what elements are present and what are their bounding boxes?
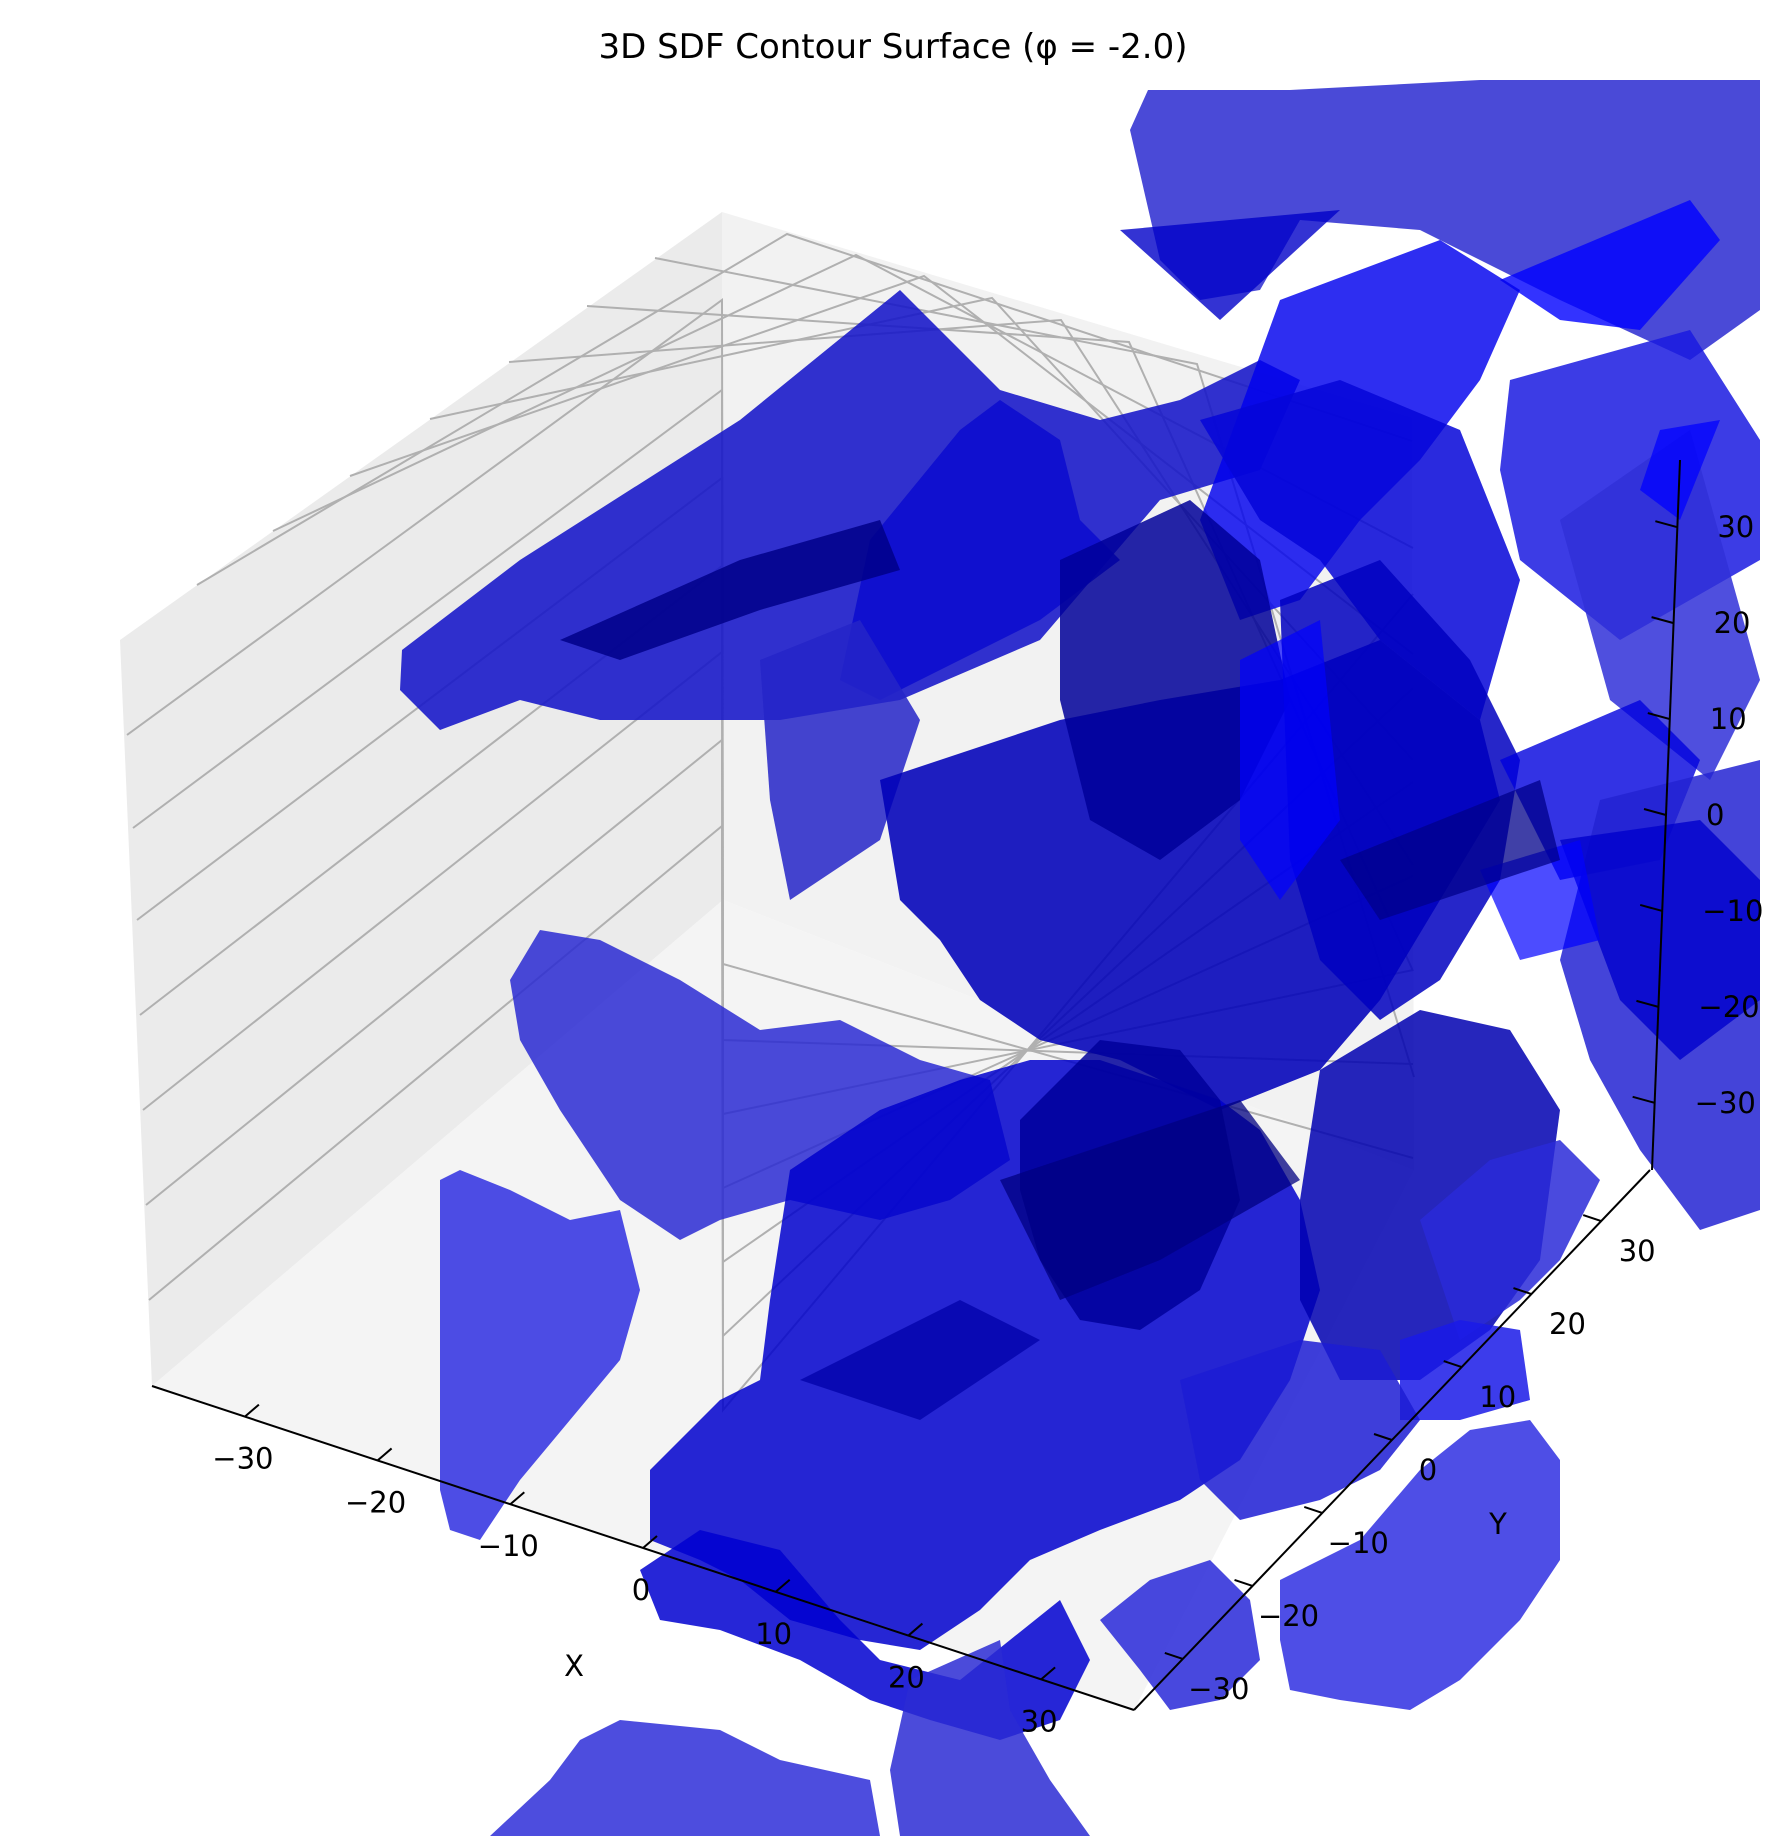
x-axis-label: X	[564, 1649, 584, 1683]
y-tick-label: −20	[1258, 1599, 1319, 1633]
z-tick-label: 0	[1706, 798, 1724, 832]
surface-patch	[1500, 200, 1720, 330]
z-tick-mark	[1647, 712, 1671, 721]
y-tick-mark	[1513, 1287, 1532, 1296]
surface-patch	[1280, 560, 1520, 1020]
z-tick-mark	[1651, 616, 1674, 625]
x-tick-label: 0	[632, 1573, 650, 1607]
y-tick-label: −10	[1328, 1526, 1389, 1560]
surface-patch	[1100, 1560, 1260, 1710]
x-ticks: −30 −20 −10 0 10 20 30	[212, 1403, 1058, 1738]
z-tick-label: −20	[1698, 990, 1759, 1024]
surface-patch	[800, 1300, 1040, 1420]
x-tick-label: −10	[478, 1529, 539, 1563]
surface-patch	[890, 1640, 1090, 1836]
z-tick-mark	[1643, 808, 1667, 816]
surface-patch	[1000, 1100, 1300, 1300]
x-tick-label: 10	[755, 1617, 792, 1651]
chart-title: 3D SDF Contour Surface (φ = -2.0)	[598, 27, 1187, 67]
surface-patch	[490, 1720, 880, 1836]
surface-patch	[760, 620, 920, 900]
surface-patch	[440, 1170, 640, 1540]
y-tick-label: −30	[1188, 1672, 1249, 1706]
x-tick-label: 30	[1021, 1704, 1058, 1738]
surface-patch	[1340, 780, 1560, 920]
surface-patch	[1180, 1340, 1420, 1520]
y-ticks: −30 −20 −10 0 10 20 30	[1164, 1214, 1656, 1706]
sdf-surface	[400, 80, 1760, 1836]
y-tick-label: 10	[1479, 1380, 1516, 1414]
surface-patch	[1240, 620, 1340, 900]
y-tick-label: 20	[1549, 1307, 1586, 1341]
surface-patch	[560, 520, 900, 660]
z-tick-mark	[1636, 999, 1659, 1008]
y-tick-mark	[1582, 1214, 1602, 1223]
grid-line	[196, 232, 1413, 586]
y-tick-label: 0	[1419, 1453, 1437, 1487]
y-tick-mark	[1373, 1433, 1393, 1441]
z-tick-label: −10	[1702, 894, 1763, 928]
z-tick-label: 30	[1717, 510, 1754, 544]
x-tick-mark	[775, 1579, 791, 1593]
x-tick-mark	[376, 1447, 393, 1462]
surface-patch	[1560, 430, 1760, 780]
x-tick-mark	[509, 1491, 525, 1505]
x-tick-mark	[1040, 1666, 1056, 1681]
x-tick-label: −30	[212, 1442, 273, 1476]
surface-patch	[1420, 1140, 1600, 1340]
x-tick-mark	[642, 1535, 658, 1549]
z-tick-label: −30	[1695, 1086, 1756, 1120]
z-tick-label: 10	[1710, 702, 1747, 736]
x-tick-label: −20	[345, 1485, 406, 1519]
surface-patch	[1120, 210, 1340, 320]
y-tick-label: 30	[1619, 1234, 1656, 1268]
y-tick-mark	[1234, 1578, 1253, 1587]
z-ticks: −30 −20 −10 0 10 20 30	[1632, 510, 1763, 1120]
x-tick-mark	[907, 1622, 924, 1637]
y-tick-mark	[1443, 1360, 1463, 1368]
z-tick-mark	[1632, 1095, 1655, 1104]
x-tick-mark	[244, 1403, 260, 1418]
x-tick-label: 20	[888, 1661, 925, 1695]
surface-patch	[1060, 500, 1290, 860]
surface-patch	[1560, 820, 1760, 1060]
y-tick-mark	[1303, 1506, 1323, 1514]
z-tick-label: 20	[1714, 606, 1751, 640]
z-tick-mark	[1639, 903, 1663, 912]
y-axis-label: Y	[1488, 1507, 1507, 1541]
z-tick-mark	[1655, 520, 1678, 529]
y-tick-mark	[1164, 1651, 1184, 1660]
surface-patch	[1400, 1320, 1530, 1420]
surface-patch	[840, 400, 1120, 700]
surface-patch	[1280, 1420, 1560, 1710]
